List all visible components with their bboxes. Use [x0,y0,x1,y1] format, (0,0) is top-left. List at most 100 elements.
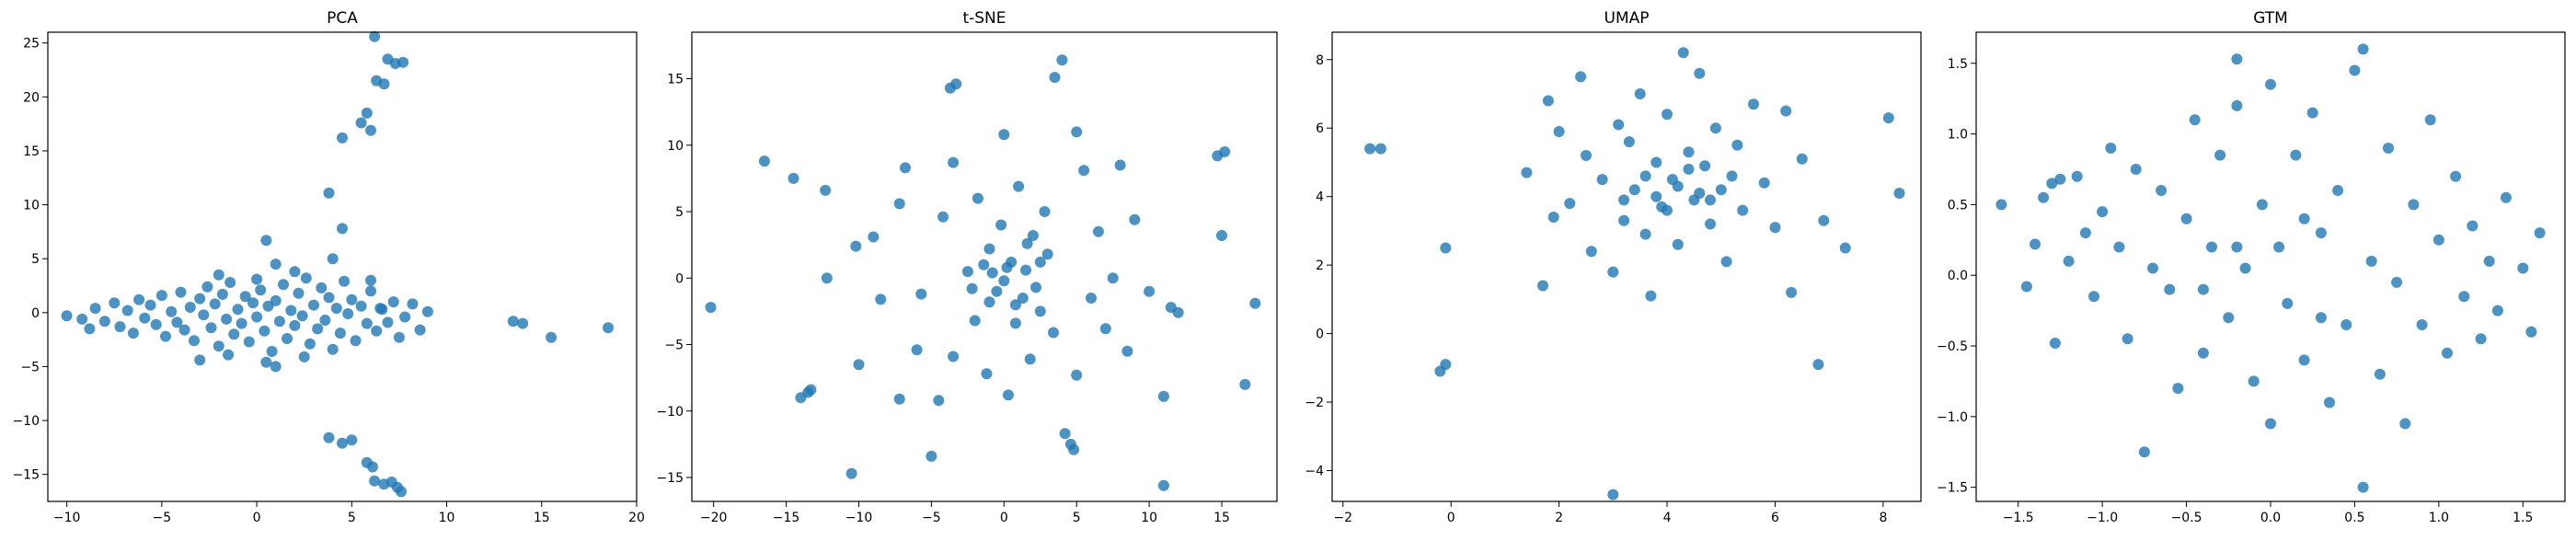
data-point [337,437,348,449]
data-point [127,328,139,339]
data-point [184,302,196,313]
data-point [1219,146,1231,157]
data-point [1607,489,1619,500]
x-tick-label: −20 [700,511,728,525]
data-point [2290,149,2302,161]
data-point [1699,160,1711,172]
y-tick-label: −10 [12,414,40,429]
data-point [1027,230,1039,241]
data-point [1585,246,1597,258]
data-point [845,467,857,479]
panel-title: GTM [2253,9,2288,28]
data-point [1726,170,1738,182]
data-point [2349,64,2361,76]
data-point [1786,286,1798,298]
data-point [948,351,960,362]
data-point [239,291,251,303]
y-tick-label: 0.5 [1948,198,1968,213]
y-tick-label: 10 [667,139,684,154]
data-point [337,223,348,235]
data-point [255,284,267,296]
data-point [266,346,278,357]
data-point [369,475,381,487]
data-point [407,298,419,310]
data-point [2071,170,2083,182]
data-point [323,292,335,304]
data-point [2164,283,2176,295]
data-point [933,395,945,407]
data-point [1440,242,1452,254]
y-tick-label: 2 [1316,259,1324,273]
y-tick-label: −4 [1305,464,1324,478]
data-point [232,304,244,316]
data-point [194,293,206,305]
data-point [2467,220,2478,232]
data-point [334,328,346,339]
data-point [2138,446,2150,458]
data-point [1818,214,1830,226]
data-point [1575,71,1587,83]
data-point [2458,291,2470,303]
data-point [414,324,426,336]
data-point [2122,333,2133,345]
data-point [1030,282,1041,293]
data-point [350,335,362,347]
y-tick-label: 5 [675,205,684,220]
panel-title: t-SNE [962,9,1006,28]
data-point [1374,143,1386,155]
data-point [2214,149,2226,161]
data-point [1720,256,1732,268]
data-point [289,319,301,331]
y-tick-label: 0.0 [1948,269,1968,283]
data-point [1009,317,1021,329]
data-point [1715,184,1727,196]
axes-frame [691,31,1278,502]
data-point [2391,276,2403,288]
data-point [1796,153,1808,165]
y-tick-label: 25 [23,37,40,52]
data-point [355,300,367,312]
data-point [270,294,282,306]
y-tick-label: 20 [23,90,40,105]
data-point [983,296,995,308]
data-point [1839,242,1851,254]
data-point [316,282,328,293]
data-point [1694,188,1706,199]
data-point [2383,143,2394,154]
data-point [109,297,121,309]
data-point [948,156,960,168]
data-point [1748,98,1759,110]
data-point [758,155,770,167]
data-point [507,316,519,328]
x-tick-label: 4 [1663,511,1672,525]
data-point [1634,88,1646,99]
data-point [223,349,235,361]
data-point [2491,305,2503,316]
data-point [144,299,156,311]
data-point [201,281,213,293]
data-point [2206,241,2217,253]
data-point [1059,428,1071,440]
data-point [189,335,200,347]
data-point [2340,319,2352,330]
data-point [361,317,373,329]
data-point [365,285,376,297]
data-point [2239,262,2251,274]
data-point [1017,293,1029,304]
data-point [251,273,263,285]
data-point [995,219,1007,231]
y-tick-label: 1.0 [1948,128,1968,143]
data-point [323,431,335,443]
data-point [139,312,151,324]
x-tick-label: 0 [1447,511,1455,525]
data-point [1114,159,1126,171]
data-point [133,293,145,305]
data-point [2534,227,2546,239]
data-point [298,351,310,362]
data-point [1009,299,1021,311]
data-point [361,107,373,119]
data-point [2357,481,2369,493]
x-tick-label: −1.5 [2003,511,2034,525]
data-point [259,325,270,337]
